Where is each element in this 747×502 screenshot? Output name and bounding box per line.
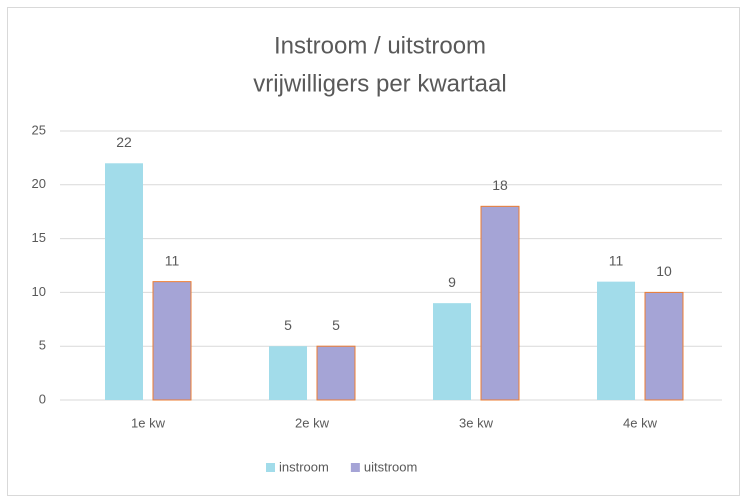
x-tick-label: 1e kw [131,415,166,430]
bar [105,163,143,400]
data-label: 9 [448,274,456,290]
data-label: 5 [284,317,292,333]
bar [316,345,356,401]
bar [597,281,635,400]
y-tick-label: 15 [32,230,46,245]
y-tick-label: 5 [39,338,46,353]
data-label: 11 [609,252,624,268]
legend-label: instroom [279,459,329,474]
bar [433,303,471,400]
x-tick-label: 2e kw [295,415,330,430]
chart-title: Instroom / uitstroom [274,32,486,59]
data-label: 11 [165,252,180,268]
data-label: 22 [116,134,132,150]
bar [644,291,684,401]
bar [480,205,520,401]
y-tick-label: 0 [39,391,46,406]
bar [269,346,307,400]
legend-swatch [266,463,275,472]
y-tick-label: 25 [32,122,46,137]
data-label: 18 [492,177,508,193]
legend-swatch [350,463,360,472]
y-tick-label: 10 [32,284,46,299]
data-label: 10 [656,263,672,279]
chart-title: vrijwilligers per kwartaal [253,70,506,97]
x-tick-label: 3e kw [459,415,494,430]
data-label: 5 [332,317,340,333]
bar [152,281,192,401]
legend-label: uitstroom [364,459,417,474]
y-tick-label: 20 [32,176,46,191]
x-tick-label: 4e kw [623,415,658,430]
